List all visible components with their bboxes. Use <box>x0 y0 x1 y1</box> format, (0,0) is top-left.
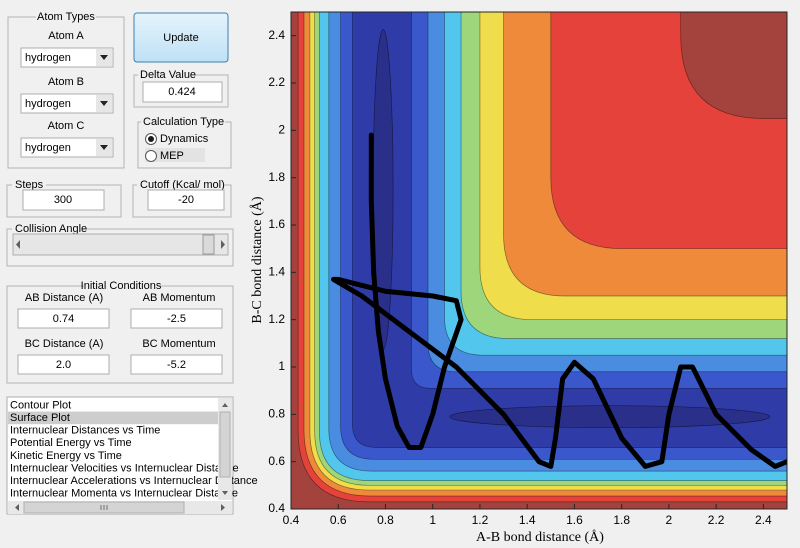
y-tick-label: 1.2 <box>268 312 285 326</box>
panel-title: Steps <box>15 179 44 191</box>
x-tick-label: 1.8 <box>613 513 630 527</box>
list-item[interactable]: Internuclear Distances vs Time <box>10 425 160 437</box>
list-item[interactable]: Surface Plot <box>10 412 70 424</box>
y-tick-label: 2 <box>278 123 285 137</box>
steps-input[interactable] <box>22 189 105 211</box>
field-label: Atom B <box>48 76 84 88</box>
x-tick-label: 2.2 <box>708 513 725 527</box>
panel <box>6 184 122 218</box>
input-value: -2.5 <box>167 313 186 325</box>
y-tick-label: 1 <box>278 359 285 373</box>
initial-input[interactable] <box>17 308 110 329</box>
list-item[interactable]: Contour Plot <box>10 399 71 411</box>
field-label: BC Distance (A) <box>25 338 104 350</box>
x-tick-label: 0.8 <box>377 513 394 527</box>
list-item[interactable]: Internuclear Velocities vs Internuclear … <box>10 462 239 474</box>
input-value: 0.424 <box>168 86 196 98</box>
radio-label: Dynamics <box>160 133 209 145</box>
list-item[interactable]: Potential Energy vs Time <box>10 437 132 449</box>
y-tick-label: 2.2 <box>268 75 285 89</box>
button-label[interactable]: Update <box>163 32 198 44</box>
list-item[interactable]: Internuclear Momenta vs Internuclear Dis… <box>10 488 238 500</box>
input-value: -20 <box>178 194 194 206</box>
y-tick-label: 0.8 <box>268 407 285 421</box>
x-tick-label: 1 <box>429 513 436 527</box>
atom-dropdown[interactable] <box>20 137 114 158</box>
panel-title: Atom Types <box>37 11 95 23</box>
field-label: AB Momentum <box>143 292 216 304</box>
x-tick-label: 0.6 <box>330 513 347 527</box>
selected-highlight <box>8 411 218 425</box>
initial-input[interactable] <box>130 308 223 329</box>
input-value: 2.0 <box>56 359 71 371</box>
panel-title: Collision Angle <box>15 223 87 235</box>
y-tick-label: 1.6 <box>268 217 285 231</box>
initial-input[interactable] <box>130 354 223 375</box>
angle-slider[interactable] <box>12 233 229 256</box>
x-tick-label: 2.4 <box>755 513 772 527</box>
y-axis-label: B-C bond distance (Å) <box>249 196 265 323</box>
slider-thumb[interactable] <box>202 234 215 255</box>
trajectory <box>331 132 787 469</box>
x-tick-label: 2 <box>666 513 673 527</box>
atom-dropdown[interactable] <box>20 47 114 68</box>
update-button[interactable] <box>133 12 229 63</box>
y-tick-label: 0.6 <box>268 454 285 468</box>
list-item[interactable]: Kinetic Energy vs Time <box>10 450 122 462</box>
panel-title: Initial Conditions <box>81 280 162 292</box>
field-label: Atom C <box>48 120 85 132</box>
dropdown-value: hydrogen <box>25 98 71 110</box>
x-tick-label: 1.2 <box>472 513 489 527</box>
panel-title: Cutoff (Kcal/ mol) <box>140 179 225 191</box>
atom-dropdown[interactable] <box>20 93 114 114</box>
x-axis-label: A-B bond distance (Å) <box>476 529 604 545</box>
radio-button[interactable] <box>145 150 157 162</box>
list-item[interactable]: Internuclear Accelerations vs Internucle… <box>10 475 258 487</box>
dropdown-value: hydrogen <box>25 142 71 154</box>
y-tick-label: 2.4 <box>268 28 285 42</box>
field-label: Atom A <box>48 30 84 42</box>
dropdown-value: hydrogen <box>25 52 71 64</box>
y-tick-label: 1.8 <box>268 170 285 184</box>
input-value: -5.2 <box>167 359 186 371</box>
input-value: 0.74 <box>53 313 74 325</box>
radio-label: MEP <box>160 150 184 162</box>
y-tick-label: 1.4 <box>268 265 285 279</box>
initial-input[interactable] <box>17 354 110 375</box>
cutoff-input[interactable] <box>147 189 225 211</box>
field-label: BC Momentum <box>142 338 215 350</box>
x-tick-label: 1.4 <box>519 513 536 527</box>
delta-input[interactable] <box>142 81 223 103</box>
axes-box <box>290 11 788 510</box>
y-tick-label: 0.4 <box>268 501 285 515</box>
x-tick-label: 0.4 <box>283 513 300 527</box>
surface-band <box>352 12 787 448</box>
panel-title: Calculation Type <box>143 116 224 128</box>
radio-dot <box>148 136 154 142</box>
field-label: AB Distance (A) <box>25 292 103 304</box>
x-tick-label: 1.6 <box>566 513 583 527</box>
panel-title: Delta Value <box>140 69 196 81</box>
input-value: 300 <box>54 194 72 206</box>
panel <box>6 228 234 267</box>
